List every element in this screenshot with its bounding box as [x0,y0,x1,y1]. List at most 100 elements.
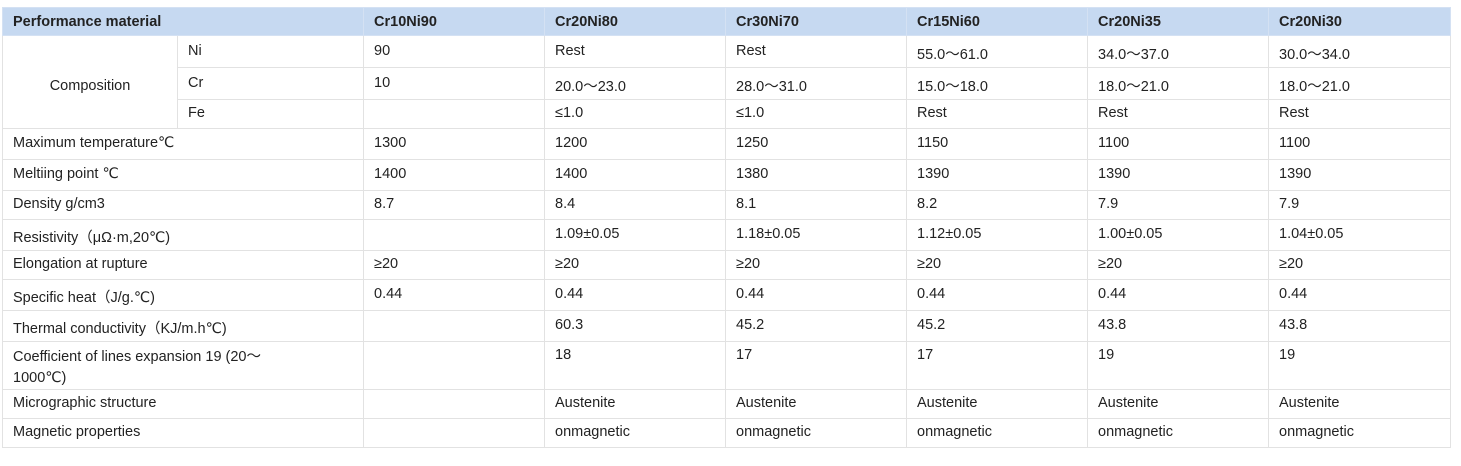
table-cell: Austenite [906,389,1089,419]
table-cell: 90 [363,35,546,68]
table-row: Specific heat（J/g.℃) 0.44 0.44 0.44 0.44… [1,279,1452,311]
table-cell: 30.0～34.0 [1268,35,1452,68]
table-cell: 1.12±0.05 [906,219,1089,251]
table-cell [363,99,546,129]
table-cell: ≥20 [906,250,1089,280]
table-cell: Austenite [1268,389,1452,419]
table-cell: 1250 [725,128,908,160]
row-label: Meltiing point ℃ [1,159,365,191]
table-row: Cr 10 20.0～23.0 28.0～31.0 15.0～18.0 18.0… [3,67,1452,100]
table-cell: 45.2 [725,310,908,342]
table-row: Composition Ni 90 Rest Rest 55.0～61.0 34… [2,35,1452,129]
table-cell: 17 [725,341,908,390]
table-cell: 1100 [1268,128,1452,160]
table-cell: 1390 [1268,159,1452,191]
table-cell: 19 [1268,341,1452,390]
table-cell: 34.0～37.0 [1087,35,1270,68]
table-cell: ≥20 [725,250,908,280]
table-cell: 0.44 [725,279,908,311]
row-label: Density g/cm3 [1,190,365,220]
table-row: Density g/cm3 8.7 8.4 8.1 8.2 7.9 7.9 [1,190,1452,220]
table-cell: 18.0～21.0 [1268,67,1452,100]
header-col-4: Cr15Ni60 [906,7,1089,36]
table-cell: 1.09±0.05 [544,219,727,251]
header-col-1: Cr10Ni90 [363,7,546,36]
table-cell: 1380 [725,159,908,191]
header-col-2: Cr20Ni80 [544,7,727,36]
table-cell: 43.8 [1087,310,1270,342]
table-cell [363,341,546,390]
element-label: Cr [176,67,365,100]
table-cell: onmagnetic [725,418,908,448]
header-row: Performance material Cr10Ni90 Cr20Ni80 C… [1,7,1452,36]
element-label: Ni [176,35,365,68]
table-cell: 19 [1087,341,1270,390]
element-label: Fe [176,99,365,129]
table-cell: 10 [363,67,546,100]
composition-label: Composition [2,35,178,129]
table-cell: 1100 [1087,128,1270,160]
table-cell: 18 [544,341,727,390]
table-cell: ≥20 [1087,250,1270,280]
table-cell: 17 [906,341,1089,390]
table-cell: 1150 [906,128,1089,160]
table-cell: 1390 [906,159,1089,191]
table-row: Elongation at rupture ≥20 ≥20 ≥20 ≥20 ≥2… [1,250,1452,280]
table-cell: Rest [1268,99,1452,129]
table-row: Micrographic structure Austenite Austeni… [1,389,1452,419]
table-cell: 8.1 [725,190,908,220]
table-cell: Austenite [725,389,908,419]
table-cell: 1.04±0.05 [1268,219,1452,251]
table-cell: 8.2 [906,190,1089,220]
header-col-3: Cr30Ni70 [725,7,908,36]
header-title: Performance material [1,7,365,36]
table-cell: 1.00±0.05 [1087,219,1270,251]
table-cell: Rest [544,35,727,68]
row-label: Elongation at rupture [1,250,365,280]
table-cell: Austenite [1087,389,1270,419]
table-cell: 1390 [1087,159,1270,191]
table-cell [363,310,546,342]
table-cell: 8.7 [363,190,546,220]
table-cell: ≥20 [363,250,546,280]
table-cell: Rest [1087,99,1270,129]
table-cell: ≤1.0 [544,99,727,129]
table-cell: 0.44 [906,279,1089,311]
table-row: Fe ≤1.0 ≤1.0 Rest Rest Rest [3,99,1452,129]
row-label: Maximum temperature℃ [1,128,365,160]
table-cell: 43.8 [1268,310,1452,342]
table-cell: 1200 [544,128,727,160]
table-row: Thermal conductivity（KJ/m.h℃) 60.3 45.2 … [1,310,1452,342]
header-col-6: Cr20Ni30 [1268,7,1452,36]
table-cell [363,219,546,251]
table-cell: 1400 [363,159,546,191]
table-row: Maximum temperature℃ 1300 1200 1250 1150… [1,128,1452,160]
table-cell: 7.9 [1268,190,1452,220]
table-cell: 0.44 [544,279,727,311]
table-cell [363,389,546,419]
table-cell: 28.0～31.0 [725,67,908,100]
table-row: Meltiing point ℃ 1400 1400 1380 1390 139… [1,159,1452,191]
row-label: Resistivity（μΩ·m,20℃) [1,219,365,251]
table-cell: onmagnetic [1268,418,1452,448]
table-row: Magnetic properties onmagnetic onmagneti… [1,418,1452,448]
row-label: Thermal conductivity（KJ/m.h℃) [1,310,365,342]
table-cell: ≥20 [544,250,727,280]
row-label: Coefficient of lines expansion 19 (20～10… [1,341,365,390]
table-cell: Austenite [544,389,727,419]
table-cell: 0.44 [363,279,546,311]
performance-table: Performance material Cr10Ni90 Cr20Ni80 C… [1,7,1452,448]
table-cell: ≤1.0 [725,99,908,129]
table-cell: 1300 [363,128,546,160]
table-cell: 0.44 [1087,279,1270,311]
table-row: Coefficient of lines expansion 19 (20～10… [1,341,1452,390]
table-cell [363,418,546,448]
table-cell: 20.0～23.0 [544,67,727,100]
row-label: Specific heat（J/g.℃) [1,279,365,311]
table-cell: onmagnetic [544,418,727,448]
table-cell: ≥20 [1268,250,1452,280]
table-cell: 1400 [544,159,727,191]
table-cell: 8.4 [544,190,727,220]
table-row: Resistivity（μΩ·m,20℃) 1.09±0.05 1.18±0.0… [1,219,1452,251]
row-label: Micrographic structure [1,389,365,419]
